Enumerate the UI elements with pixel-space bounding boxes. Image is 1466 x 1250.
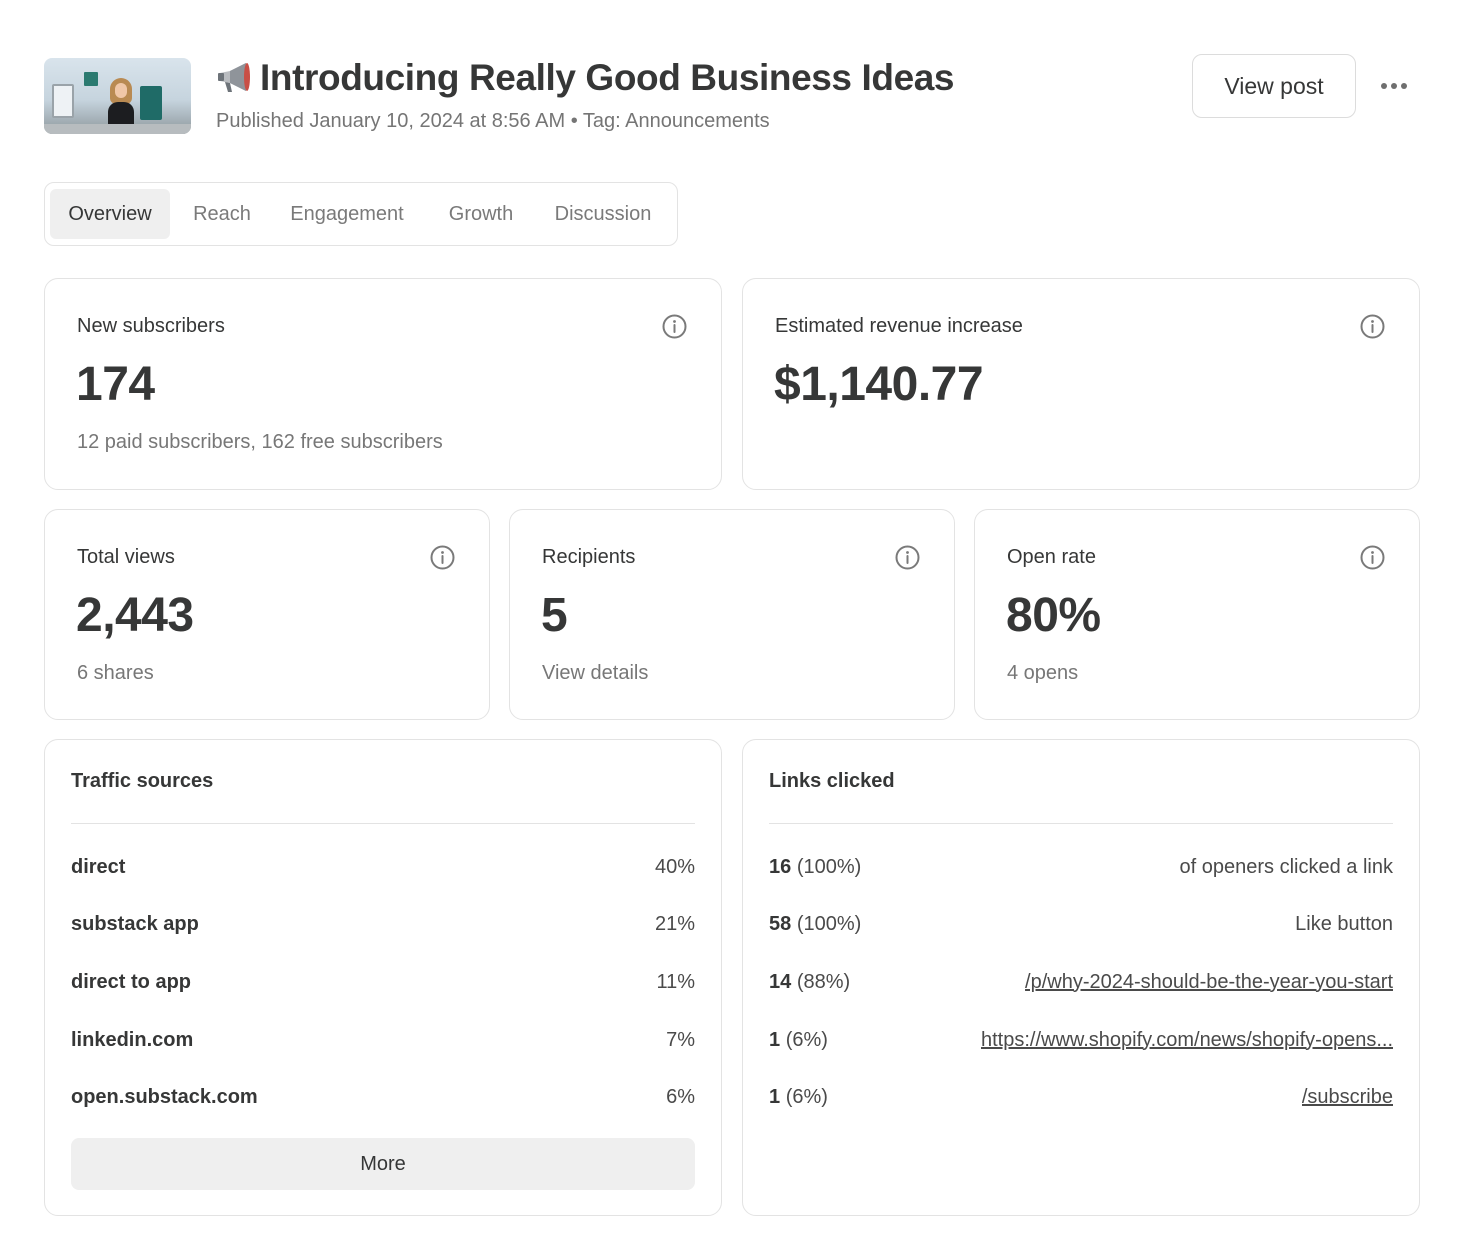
table-row: direct to app 11% [71,967,695,997]
post-meta: Published January 10, 2024 at 8:56 AM • … [216,110,770,132]
table-row: 58 (100%) Like button [769,909,1393,939]
card-label: New subscribers [77,315,225,337]
card-value: 2,443 [76,589,194,642]
card-label: Recipients [542,546,636,568]
megaphone-icon [216,60,254,96]
click-count: 1 [769,1028,781,1051]
info-icon[interactable] [1360,545,1385,570]
info-icon[interactable] [430,545,455,570]
table-row: linkedin.com 7% [71,1025,695,1055]
post-thumbnail [44,58,191,134]
card-title: Links clicked [769,770,895,792]
view-details-link[interactable]: View details [542,662,649,684]
source-percent: 21% [654,912,695,935]
table-row: substack app 21% [71,909,695,939]
card-title: Traffic sources [71,770,214,792]
click-percent: (88%) [796,970,851,993]
source-name: linkedin.com [71,1028,194,1051]
card-value: $1,140.77 [774,358,984,411]
divider [71,823,695,824]
links-clicked-card: Links clicked 16 (100%) of openers click… [742,739,1420,1216]
tab-growth[interactable]: Growth [448,202,514,225]
traffic-sources-card: Traffic sources direct 40% substack app … [44,739,722,1216]
card-value: 80% [1006,589,1101,642]
more-button[interactable]: More [71,1138,695,1190]
view-post-button[interactable]: View post [1192,54,1356,118]
info-icon[interactable] [1360,314,1385,339]
tab-reach[interactable]: Reach [193,202,251,225]
divider [769,823,1393,824]
click-count: 1 [769,1085,781,1108]
card-label: Open rate [1007,546,1096,568]
post-title: Introducing Really Good Business Ideas [260,57,955,98]
clicked-link[interactable]: /subscribe [1301,1085,1393,1108]
card-label: Estimated revenue increase [775,315,1023,337]
new-subscribers-card: New subscribers 174 12 paid subscribers,… [44,278,722,490]
clicked-link[interactable]: /p/why-2024-should-be-the-year-you-start [1025,970,1393,993]
source-percent: 11% [656,970,695,993]
source-name: open.substack.com [71,1085,258,1108]
table-row: 14 (88%) /p/why-2024-should-be-the-year-… [769,967,1393,997]
source-percent: 40% [654,855,695,878]
source-name: direct [71,855,126,878]
card-subtext: 6 shares [77,662,154,684]
source-name: substack app [71,912,199,935]
revenue-card: Estimated revenue increase $1,140.77 [742,278,1420,490]
open-rate-card: Open rate 80% 4 opens [974,509,1420,720]
tab-discussion[interactable]: Discussion [554,202,652,225]
table-row: open.substack.com 6% [71,1082,695,1112]
link-description: Like button [1295,912,1393,935]
card-value: 5 [541,589,568,642]
table-row: direct 40% [71,852,695,882]
click-count: 14 [769,970,792,993]
tab-engagement[interactable]: Engagement [290,202,404,225]
card-subtext: 4 opens [1007,662,1079,684]
click-percent: (6%) [785,1085,828,1108]
click-percent: (6%) [785,1028,828,1051]
click-percent: (100%) [796,912,862,935]
card-value: 174 [76,358,155,411]
click-count: 16 [769,855,792,878]
source-percent: 6% [666,1085,695,1108]
table-row: 16 (100%) of openers clicked a link [769,852,1393,882]
info-icon[interactable] [662,314,687,339]
table-row: 1 (6%) /subscribe [769,1082,1393,1112]
more-horizontal-icon[interactable] [1376,74,1412,98]
tab-overview[interactable]: Overview [50,189,170,239]
click-percent: (100%) [796,855,862,878]
recipients-card: Recipients 5 View details [509,509,955,720]
post-header: Introducing Really Good Business Ideas P… [44,54,1424,138]
total-views-card: Total views 2,443 6 shares [44,509,490,720]
table-row: 1 (6%) https://www.shopify.com/news/shop… [769,1025,1393,1055]
source-percent: 7% [666,1028,695,1051]
info-icon[interactable] [895,545,920,570]
tab-bar: Overview Reach Engagement Growth Discuss… [44,182,678,246]
click-count: 58 [769,912,792,935]
clicked-link[interactable]: https://www.shopify.com/news/shopify-ope… [980,1028,1393,1051]
card-subtext: 12 paid subscribers, 162 free subscriber… [77,431,443,453]
link-description: of openers clicked a link [1179,855,1393,878]
card-label: Total views [77,546,175,568]
source-name: direct to app [71,970,192,993]
